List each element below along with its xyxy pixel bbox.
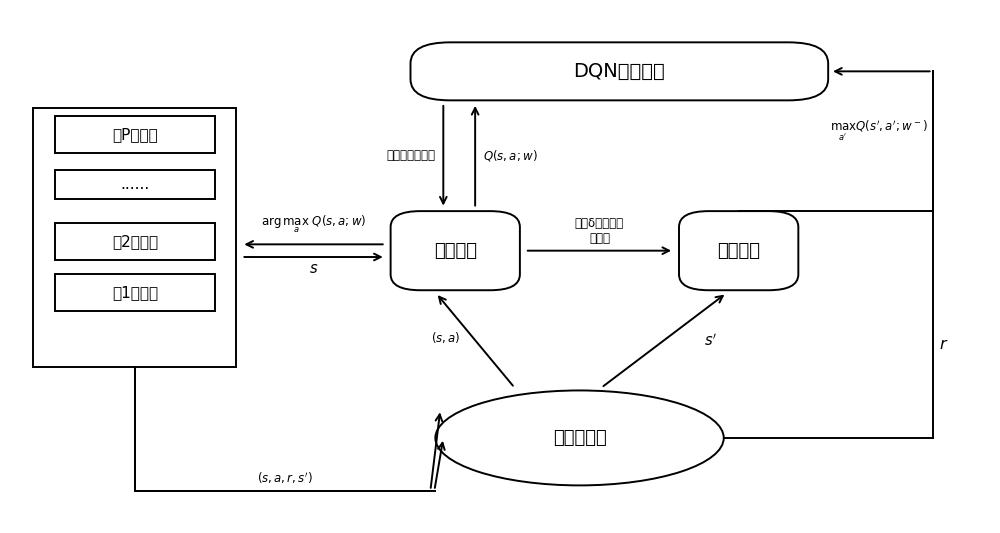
Text: $\arg\max_a\ Q(s,a;w)$: $\arg\max_a\ Q(s,a;w)$ xyxy=(261,214,366,235)
Text: $(s,a)$: $(s,a)$ xyxy=(431,330,460,345)
Bar xyxy=(55,170,215,199)
Text: $s'$: $s'$ xyxy=(704,332,717,349)
Text: ......: ...... xyxy=(120,177,150,192)
Text: $r$: $r$ xyxy=(939,337,948,352)
Bar xyxy=(33,108,236,367)
Text: 第2次训练: 第2次训练 xyxy=(112,233,158,249)
FancyBboxPatch shape xyxy=(391,211,520,290)
Text: 经验回放池: 经验回放池 xyxy=(553,429,606,447)
Text: 每隔δ时间步拷
贝参数: 每隔δ时间步拷 贝参数 xyxy=(575,217,624,245)
Text: 第1次训练: 第1次训练 xyxy=(112,285,158,301)
Bar xyxy=(55,223,215,260)
Ellipse shape xyxy=(435,391,724,486)
Text: 估值网络: 估值网络 xyxy=(434,241,477,260)
Text: 目标网络: 目标网络 xyxy=(717,241,760,260)
FancyBboxPatch shape xyxy=(411,42,828,100)
Text: 第P次训练: 第P次训练 xyxy=(112,127,158,142)
Text: $\max_{a'}Q(s',a';w^-)$: $\max_{a'}Q(s',a';w^-)$ xyxy=(830,119,928,143)
Text: 损失函数的梯度: 损失函数的梯度 xyxy=(386,149,435,162)
Text: $(s,a,r,s')$: $(s,a,r,s')$ xyxy=(257,471,313,487)
Text: $Q(s,a;w)$: $Q(s,a;w)$ xyxy=(483,148,538,163)
Bar xyxy=(55,116,215,153)
Text: $s$: $s$ xyxy=(309,261,318,276)
Bar xyxy=(55,274,215,311)
Text: DQN损失函数: DQN损失函数 xyxy=(573,62,665,81)
FancyBboxPatch shape xyxy=(679,211,798,290)
